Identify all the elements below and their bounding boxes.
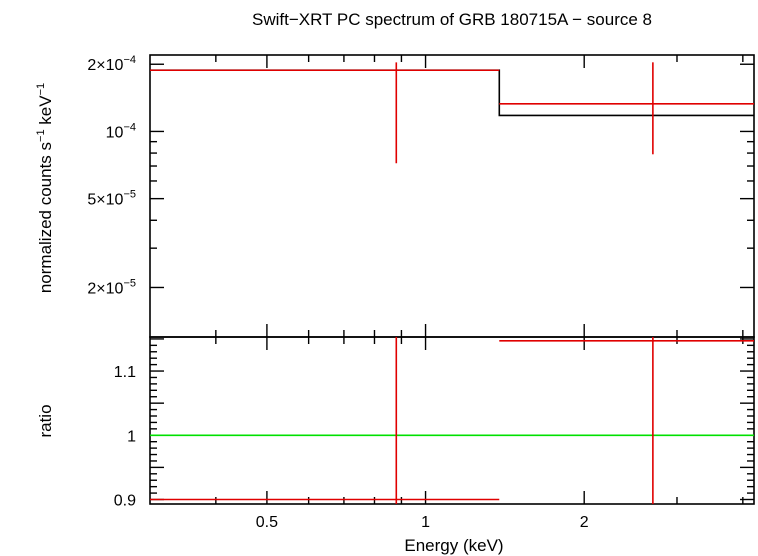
ratio-ticks: 1.1 1 0.9 [114,337,754,510]
spectrum-y-tick-label: 2×10−4 [87,54,136,74]
spectrum-y-axis-label: normalized counts s−1 keV−1 [35,83,55,293]
spectrum-panel: 2×10−410−45×10−52×10−5 normalized counts… [35,54,755,338]
spectrum-y-tick-label: 10−4 [106,121,136,141]
ratio-y-axis-label: ratio [36,404,55,437]
tick-label-mantissa: 2×10 [87,280,123,297]
x-tick-labels: 0.5 1 2 [256,514,589,531]
x-axis-label: Energy (keV) [404,536,503,555]
ratio-data-points [150,337,754,504]
y-label-exponent-1: −1 [35,129,47,142]
tick-label-exponent: −4 [123,121,136,133]
tick-label-exponent: −5 [123,189,136,201]
tick-label-exponent: −5 [123,277,136,289]
tick-label-mantissa: 5×10 [87,192,123,209]
chart-title: Swift−XRT PC spectrum of GRB 180715A − s… [252,10,652,29]
spectrum-y-tick-label: 5×10−5 [87,189,136,209]
spectrum-data-points [150,62,754,164]
spectrum-ticks: 2×10−410−45×10−52×10−5 [87,54,754,337]
ratio-y-tick-label: 1 [127,428,136,445]
tick-label-mantissa: 10 [106,124,124,141]
ratio-y-tick-label: 1.1 [114,364,136,381]
spectrum-panel-frame [149,54,755,338]
x-tick-label: 2 [580,514,589,531]
model-histogram [150,69,754,117]
y-label-exponent-2: −1 [35,83,47,96]
y-label-base: normalized counts s [36,142,55,293]
ratio-panel: 1.1 1 0.9 ratio [36,336,755,510]
x-tick-label: 0.5 [256,514,278,531]
tick-label-exponent: −4 [123,54,136,66]
x-tick-label: 1 [421,514,430,531]
tick-label-mantissa: 2×10 [87,57,123,74]
ratio-y-tick-label: 0.9 [114,493,136,510]
ratio-panel-frame [149,336,755,505]
model-step-line [150,69,754,117]
y-label-unit: keV [36,95,55,130]
spectrum-y-tick-label: 2×10−5 [87,277,136,297]
